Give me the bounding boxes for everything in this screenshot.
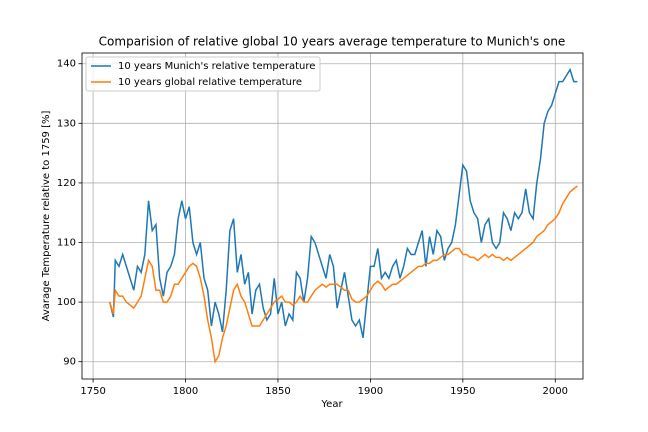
data-line xyxy=(109,67,578,339)
data-line xyxy=(109,185,578,364)
y-tick-label: 130 xyxy=(57,118,76,129)
x-tick-label: 1800 xyxy=(173,386,198,397)
legend-label: 10 years global relative temperature xyxy=(118,77,302,88)
x-tick-label: 1850 xyxy=(265,386,290,397)
legend-label: 10 years Munich's relative temperature xyxy=(118,61,315,72)
y-tick-label: 90 xyxy=(63,357,76,368)
chart-title: Comparision of relative global 10 years … xyxy=(99,35,566,49)
y-tick-label: 100 xyxy=(57,297,76,308)
y-tick-label: 110 xyxy=(57,238,76,249)
x-tick-label: 1750 xyxy=(80,386,105,397)
x-tick-label: 1900 xyxy=(358,386,383,397)
y-axis-label: Avarage Temperature relative to 1759 [%] xyxy=(41,111,52,322)
y-tick-label: 140 xyxy=(57,59,76,70)
legend-box xyxy=(85,56,321,92)
plot-frame xyxy=(81,52,584,380)
x-tick-label: 1950 xyxy=(450,386,475,397)
y-tick-label: 120 xyxy=(57,178,76,189)
x-axis-label: Year xyxy=(320,399,343,410)
x-tick-label: 2000 xyxy=(543,386,568,397)
